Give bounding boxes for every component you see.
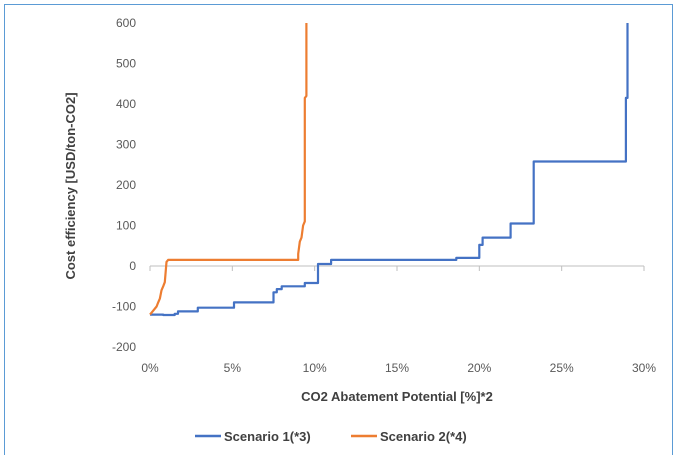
y-tick-label: 300 bbox=[116, 138, 136, 152]
series-line-2 bbox=[149, 23, 308, 316]
x-tick-label: 20% bbox=[467, 361, 491, 375]
y-tick-label: 600 bbox=[116, 16, 136, 30]
y-tick-label: -200 bbox=[112, 340, 136, 354]
x-axis-ticks: 0% 5% 10% 15% 20% 25% 30% bbox=[141, 266, 656, 375]
series-group bbox=[149, 23, 629, 317]
y-tick-label: 200 bbox=[116, 178, 136, 192]
y-tick-label: -100 bbox=[112, 300, 136, 314]
legend-label-2: Scenario 2(*4) bbox=[380, 429, 467, 444]
y-axis-ticks: -200 -100 0 100 200 300 400 500 600 bbox=[112, 16, 136, 354]
y-tick-label: 0 bbox=[129, 259, 136, 273]
x-axis-title: CO2 Abatement Potential [%]*2 bbox=[301, 389, 493, 404]
y-axis-title: Cost efficiency [USD/ton-CO2] bbox=[63, 92, 78, 279]
series-line-1 bbox=[150, 23, 629, 317]
legend: Scenario 1(*3) Scenario 2(*4) bbox=[195, 429, 467, 444]
x-tick-label: 10% bbox=[303, 361, 327, 375]
x-tick-label: 30% bbox=[632, 361, 656, 375]
x-tick-label: 5% bbox=[224, 361, 242, 375]
x-tick-label: 15% bbox=[385, 361, 409, 375]
chart-frame bbox=[4, 4, 673, 455]
y-tick-label: 100 bbox=[116, 219, 136, 233]
x-tick-label: 0% bbox=[141, 361, 159, 375]
x-tick-label: 25% bbox=[550, 361, 574, 375]
y-tick-label: 500 bbox=[116, 57, 136, 71]
legend-label-1: Scenario 1(*3) bbox=[224, 429, 311, 444]
y-tick-label: 400 bbox=[116, 97, 136, 111]
